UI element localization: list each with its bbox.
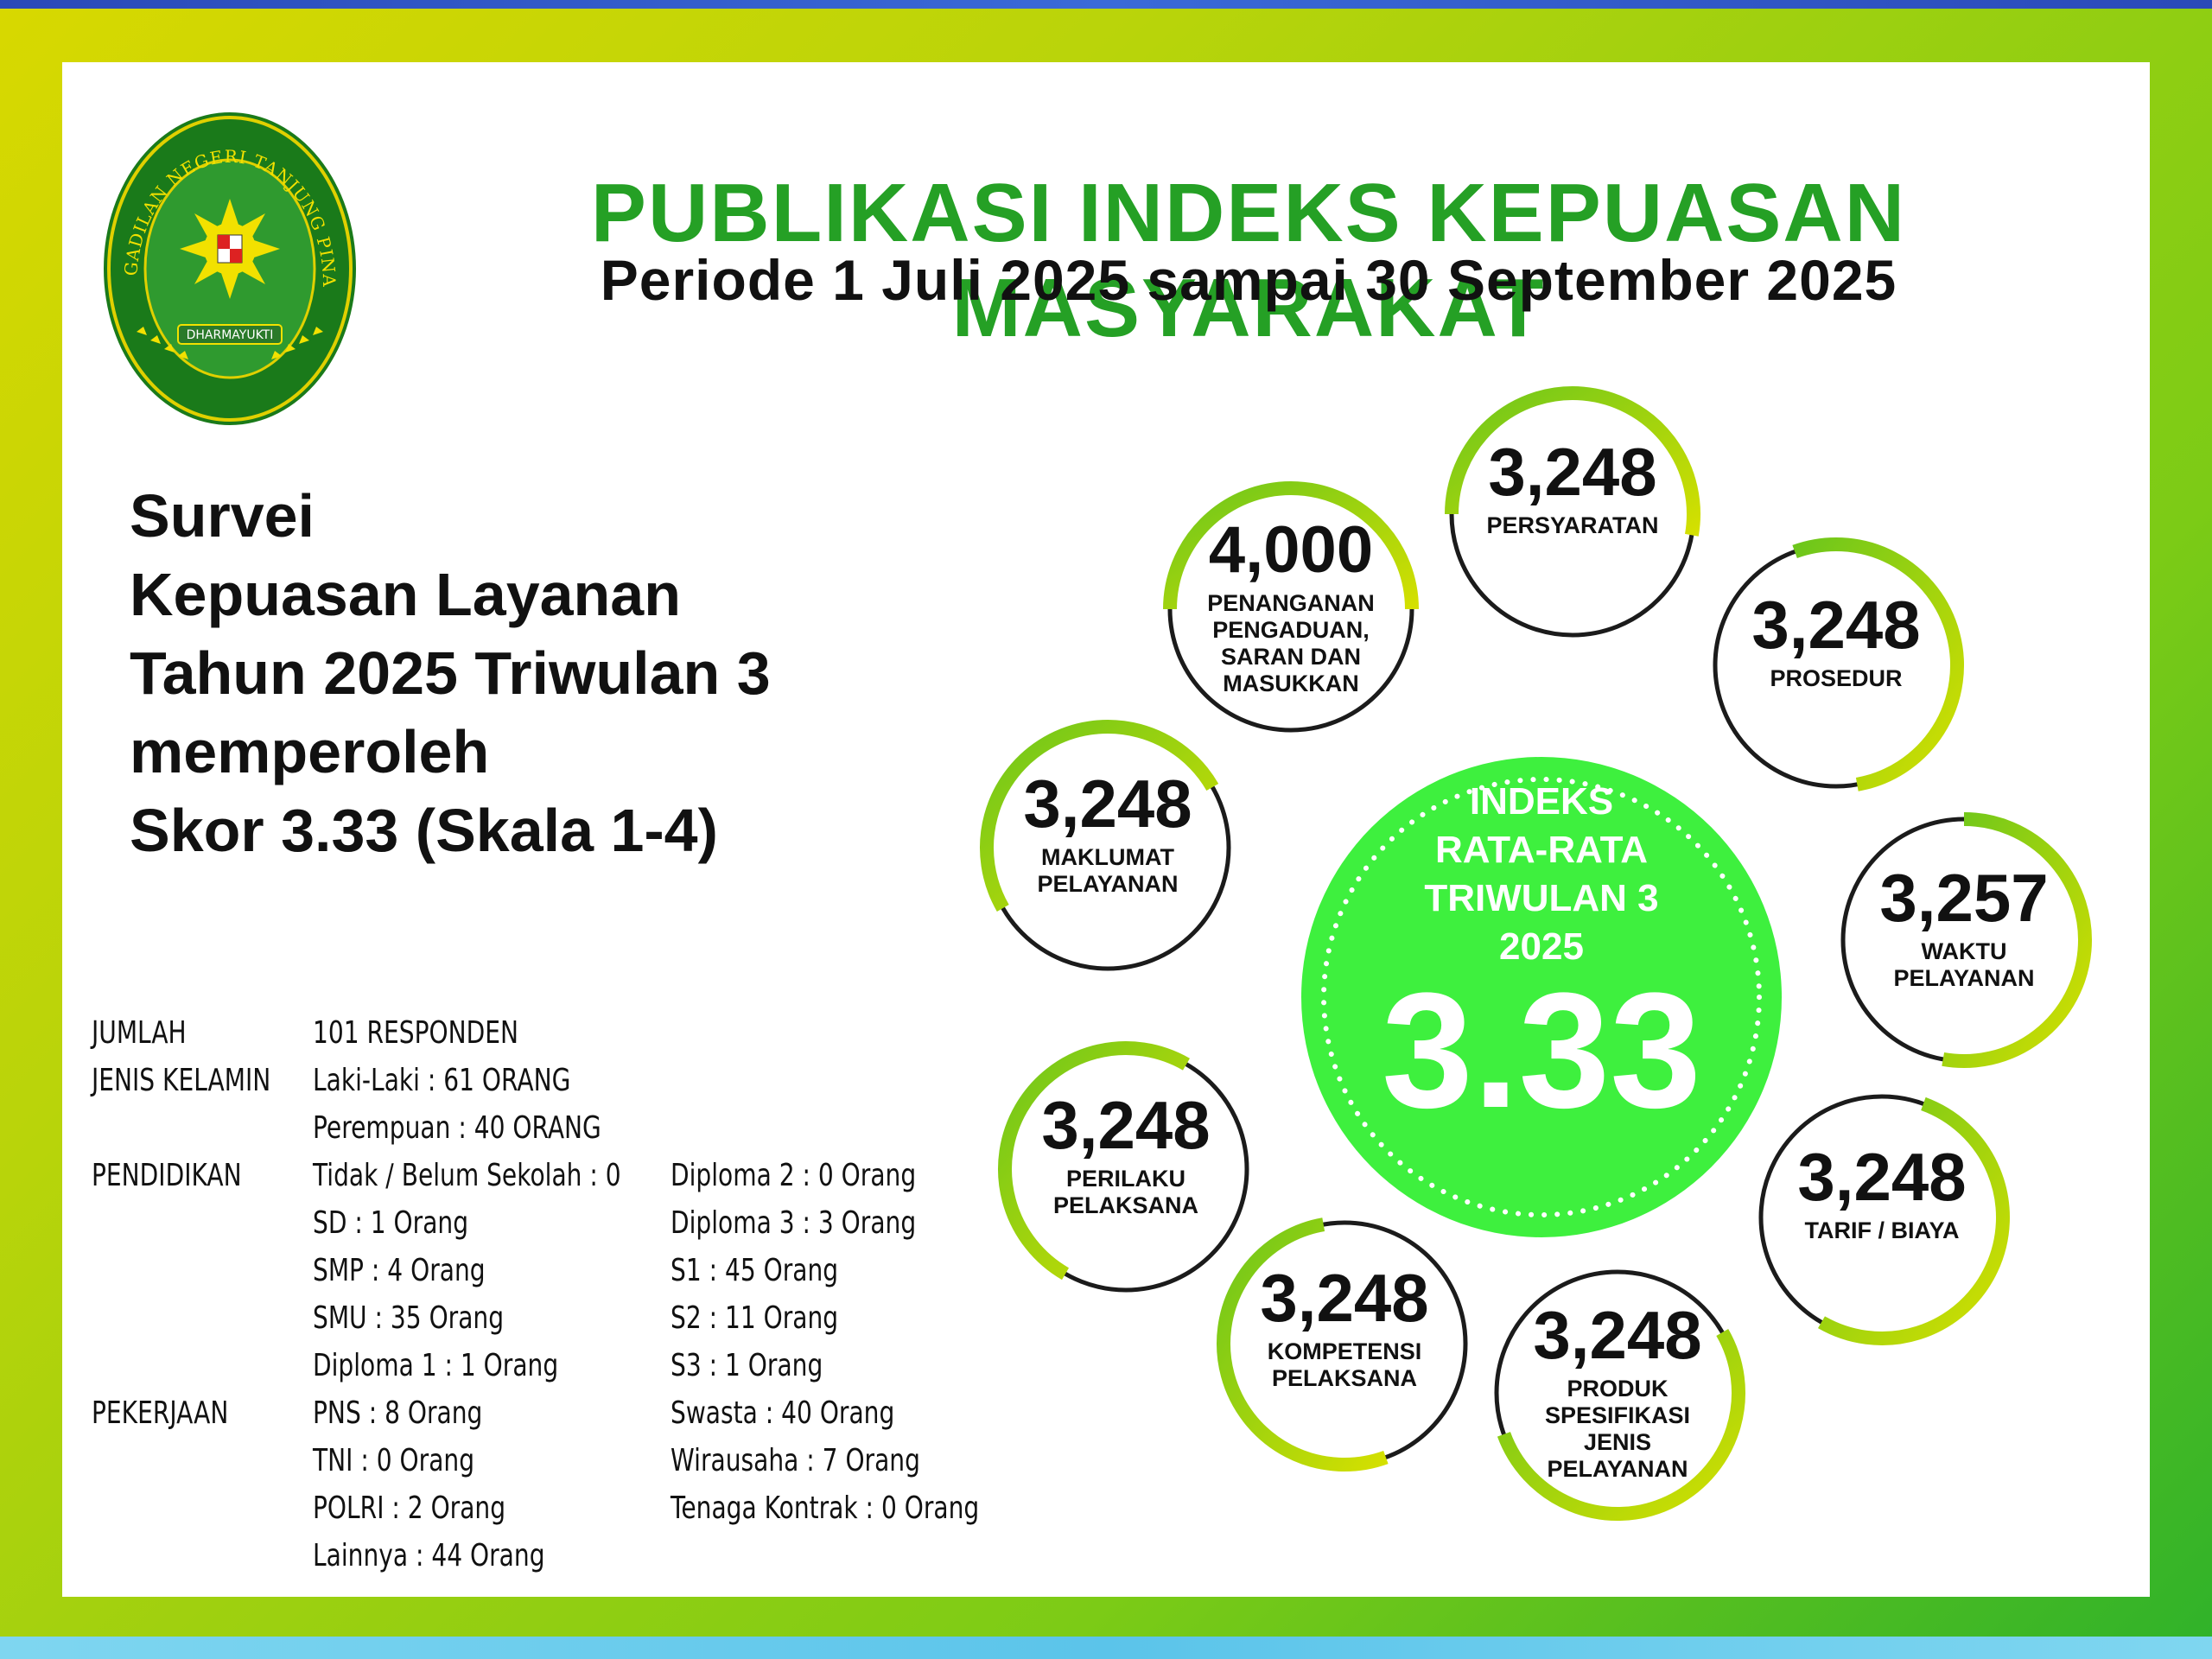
indicator-label: PROSEDUR <box>1707 665 1966 692</box>
indicator-ring <box>1163 481 1419 733</box>
stat-occupation-item: Tenaga Kontrak : 0 Orang <box>671 1491 980 1526</box>
indicator-label: MAKLUMAT PELAYANAN <box>978 844 1237 898</box>
survey-line: memperoleh <box>130 718 490 785</box>
stat-education-item: S3 : 1 Orang <box>671 1348 823 1383</box>
stat-education-item: S2 : 11 Orang <box>671 1300 839 1336</box>
stat-label-occupation: PEKERJAAN <box>92 1395 229 1431</box>
page-title: PUBLIKASI INDEKS KEPUASAN MASYARAKAT <box>590 167 1907 354</box>
indicator-ring <box>980 720 1231 971</box>
indicator-label: PRODUK SPESIFIKASI JENIS PELAYANAN <box>1488 1376 1747 1483</box>
stat-occupation-item: POLRI : 2 Orang <box>313 1491 506 1526</box>
stat-value-male: Laki-Laki : 61 ORANG <box>313 1063 571 1098</box>
indicator-label-line: WAKTU <box>1921 938 2007 964</box>
top-border <box>0 0 2212 9</box>
indicator-label: PERILAKU PELAKSANA <box>996 1166 1255 1219</box>
stat-occupation-item: Lainnya : 44 Orang <box>313 1538 545 1573</box>
indicator-bubble: 4,000 PENANGANAN PENGADUAN, SARAN DAN MASUKK… <box>1161 480 1421 739</box>
indicator-label-line: SARAN DAN <box>1221 644 1361 670</box>
indicator-bubble: 3,257 WAKTU PELAYANAN <box>1834 810 2094 1070</box>
survey-line: Kepuasan Layanan <box>130 561 681 628</box>
sun-icon <box>180 199 280 299</box>
indicator-bubble: 3,248 PERILAKU PELAKSANA <box>996 1039 1255 1299</box>
indicator-ring <box>1494 1269 1745 1521</box>
indicator-bubble: 3,248 MAKLUMAT PELAYANAN <box>978 718 1237 977</box>
indicator-value: 3,248 <box>1041 1087 1211 1163</box>
indicator-label-line: PROSEDUR <box>1770 665 1903 691</box>
indicator-label-line: SPESIFIKASI <box>1544 1402 1691 1428</box>
stat-occupation-item: TNI : 0 Orang <box>313 1443 475 1478</box>
indicator-label: PERSYARATAN <box>1443 512 1702 539</box>
center-line-2: RATA-RATA <box>1435 829 1648 871</box>
indicator-label-line: PENGADUAN, <box>1212 617 1370 643</box>
stat-occupation-item: PNS : 8 Orang <box>313 1395 483 1431</box>
indicator-label-line: MAKLUMAT <box>1041 844 1174 870</box>
indicator-ring <box>1758 1094 2010 1345</box>
average-index-circle: INDEKS RATA-RATA TRIWULAN 3 2025 3.33 <box>1301 757 1782 1237</box>
indicator-value: 3,248 <box>1023 766 1192 842</box>
indicator-label: TARIF / BIAYA <box>1752 1217 2012 1244</box>
indicator-value: 3,248 <box>1260 1260 1429 1336</box>
period-subtitle: Periode 1 Juli 2025 sampai 30 September … <box>600 248 1897 312</box>
indicator-value: 3,257 <box>1879 860 2049 936</box>
indicator-ring <box>998 1041 1249 1293</box>
logo-motto: DHARMAYUKTI <box>187 328 274 342</box>
bottom-border <box>0 1637 2212 1659</box>
stat-occupation-item: Wirausaha : 7 Orang <box>671 1443 920 1478</box>
stat-education-item: S1 : 45 Orang <box>671 1253 839 1288</box>
indicator-bubble: 3,248 KOMPETENSI PELAKSANA <box>1215 1214 1474 1473</box>
indicator-label-line: PELAKSANA <box>1271 1365 1417 1391</box>
stat-education-item: Diploma 1 : 1 Orang <box>313 1348 559 1383</box>
indicator-label-line: JENIS <box>1583 1429 1652 1455</box>
indicator-ring <box>1840 812 2092 1068</box>
indicator-bubble: 3,248 TARIF / BIAYA <box>1752 1088 2012 1347</box>
indicator-value: 3,248 <box>1488 434 1657 510</box>
indicator-label-line: PRODUK <box>1567 1376 1669 1402</box>
center-line-1: INDEKS <box>1469 780 1614 823</box>
stat-education-item: Tidak / Belum Sekolah : 0 <box>313 1158 621 1193</box>
indicator-bubble: 3,248 PROSEDUR <box>1707 536 1966 795</box>
indicator-label-line: TARIF / BIAYA <box>1804 1217 1960 1243</box>
indicator-label-line: PELAYANAN <box>1547 1456 1688 1482</box>
indicator-ring <box>1445 386 1700 638</box>
center-line-4: 2025 <box>1499 925 1584 968</box>
court-emblem-logo: PENGADILAN NEGERI TANJUNG PINANG DHARMAY… <box>102 111 356 425</box>
indicator-label: KOMPETENSI PELAKSANA <box>1215 1338 1474 1392</box>
indicator-value: 3,248 <box>1533 1297 1702 1373</box>
center-line-3: TRIWULAN 3 <box>1424 877 1659 919</box>
indicator-label: PENANGANAN PENGADUAN, SARAN DAN MASUKKAN <box>1161 590 1421 697</box>
dotted-ring <box>1321 777 1762 1217</box>
survey-line: Skor 3.33 (Skala 1-4) <box>130 797 718 864</box>
center-score: 3.33 <box>1382 959 1701 1142</box>
indicator-label-line: PELAYANAN <box>1037 871 1179 897</box>
stat-label-education: PENDIDIKAN <box>92 1158 242 1193</box>
indicator-label-line: PERILAKU <box>1065 1166 1185 1192</box>
stat-value-jumlah: 101 RESPONDEN <box>313 1015 519 1051</box>
indicator-label-line: PENANGANAN <box>1207 590 1375 616</box>
indicator-label-line: KOMPETENSI <box>1267 1338 1422 1364</box>
stat-value-female: Perempuan : 40 ORANG <box>313 1110 601 1146</box>
indicator-value: 3,248 <box>1797 1139 1967 1215</box>
survey-line: Survei <box>130 482 315 550</box>
indicator-bubble: 3,248 PERSYARATAN <box>1443 385 1702 644</box>
stat-education-item: SMU : 35 Orang <box>313 1300 505 1336</box>
indicator-label-line: PERSYARATAN <box>1486 512 1659 538</box>
indicator-ring <box>1713 537 1964 791</box>
indicator-label-line: PELAYANAN <box>1893 965 2035 991</box>
indicator-ring <box>1217 1217 1468 1471</box>
stat-education-item: Diploma 2 : 0 Orang <box>671 1158 917 1193</box>
stat-education-item: Diploma 3 : 3 Orang <box>671 1205 917 1241</box>
indicator-value: 3,248 <box>1751 587 1921 663</box>
indicator-bubble: 3,248 PRODUK SPESIFIKASI JENIS PELAYANAN <box>1488 1263 1747 1522</box>
stat-education-item: SMP : 4 Orang <box>313 1253 486 1288</box>
stat-occupation-item: Swasta : 40 Orang <box>671 1395 895 1431</box>
stat-label-jumlah: JUMLAH <box>92 1015 187 1051</box>
indicator-label-line: MASUKKAN <box>1223 671 1359 696</box>
stat-label-gender: JENIS KELAMIN <box>92 1063 271 1098</box>
survey-line: Tahun 2025 Triwulan 3 <box>130 639 771 707</box>
indicator-value: 4,000 <box>1208 513 1374 587</box>
survey-summary: Survei Kepuasan Layanan Tahun 2025 Triwu… <box>130 477 994 870</box>
indicator-label: WAKTU PELAYANAN <box>1834 938 2094 992</box>
indicator-label-line: PELAKSANA <box>1052 1192 1198 1218</box>
stat-education-item: SD : 1 Orang <box>313 1205 469 1241</box>
